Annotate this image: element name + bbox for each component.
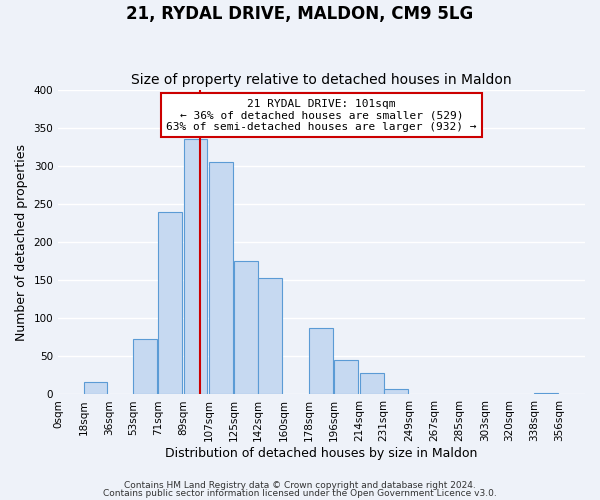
Bar <box>383 389 407 394</box>
Bar <box>133 339 157 394</box>
Text: Contains public sector information licensed under the Open Government Licence v3: Contains public sector information licen… <box>103 489 497 498</box>
Bar <box>83 382 107 394</box>
Bar <box>258 278 282 394</box>
Title: Size of property relative to detached houses in Maldon: Size of property relative to detached ho… <box>131 73 512 87</box>
Text: Contains HM Land Registry data © Crown copyright and database right 2024.: Contains HM Land Registry data © Crown c… <box>124 480 476 490</box>
Text: 21 RYDAL DRIVE: 101sqm
← 36% of detached houses are smaller (529)
63% of semi-de: 21 RYDAL DRIVE: 101sqm ← 36% of detached… <box>166 98 477 132</box>
Bar <box>534 393 558 394</box>
Bar <box>234 261 258 394</box>
Bar <box>334 360 358 394</box>
Y-axis label: Number of detached properties: Number of detached properties <box>15 144 28 340</box>
Bar <box>359 373 383 394</box>
Bar <box>209 162 233 394</box>
Text: 21, RYDAL DRIVE, MALDON, CM9 5LG: 21, RYDAL DRIVE, MALDON, CM9 5LG <box>127 5 473 23</box>
X-axis label: Distribution of detached houses by size in Maldon: Distribution of detached houses by size … <box>166 447 478 460</box>
Bar <box>184 139 208 394</box>
Bar <box>158 212 182 394</box>
Bar <box>309 328 333 394</box>
